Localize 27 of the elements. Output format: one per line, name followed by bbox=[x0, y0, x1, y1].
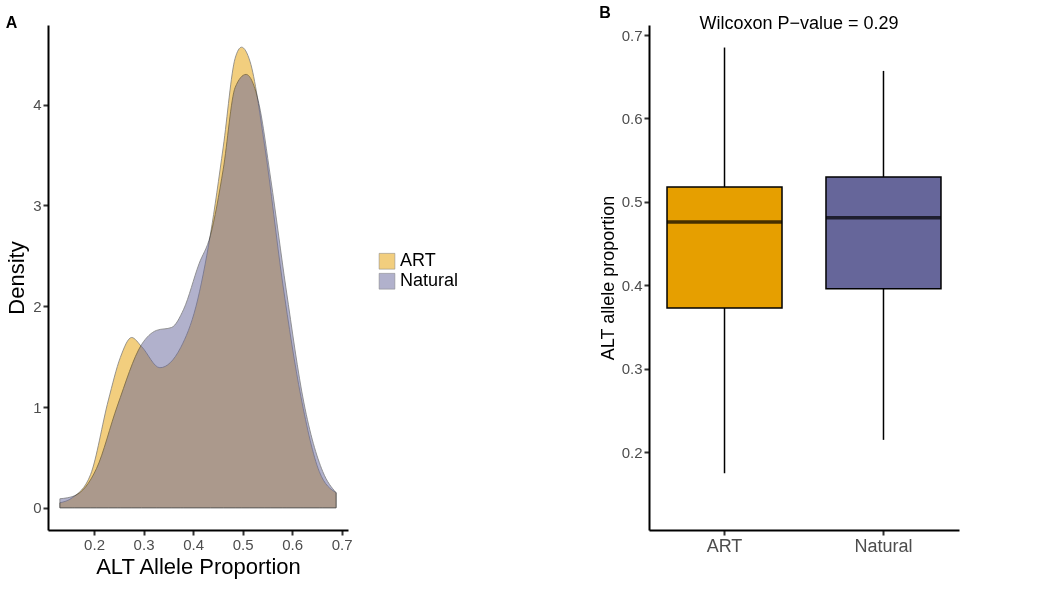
legend-label: Natural bbox=[400, 270, 459, 291]
x-axis-title: ALT Allele Proportion bbox=[96, 553, 301, 579]
chart-title: B bbox=[599, 4, 611, 21]
y-tick-label: 4 bbox=[33, 96, 42, 114]
y-tick-label: 1 bbox=[33, 398, 42, 416]
y-tick-label: 2 bbox=[33, 297, 42, 315]
y-tick-label: 0.7 bbox=[621, 26, 643, 44]
y-tick-label: 0.5 bbox=[621, 193, 643, 211]
y-tick-label: 3 bbox=[33, 196, 42, 214]
legend-label: ART bbox=[400, 250, 436, 271]
x-tick-label: Natural bbox=[854, 535, 913, 556]
x-tick-label: 0.6 bbox=[282, 535, 303, 553]
y-tick-label: 0 bbox=[33, 499, 42, 517]
y-tick-label: 0.3 bbox=[621, 360, 643, 378]
x-tick-label: 0.4 bbox=[183, 535, 204, 553]
y-tick-label: 0.2 bbox=[621, 443, 643, 461]
x-tick-label: 0.7 bbox=[331, 535, 353, 553]
y-tick-label: 0.4 bbox=[621, 276, 643, 294]
x-tick-label: 0.2 bbox=[84, 535, 105, 553]
chart-title: A bbox=[5, 14, 18, 31]
annotation: Wilcoxon P−value = 0.29 bbox=[699, 13, 899, 33]
y-axis-title: Density bbox=[4, 241, 30, 315]
y-tick-label: 0.6 bbox=[621, 109, 643, 127]
y-axis-title: ALT allele proportion bbox=[597, 195, 618, 361]
x-tick-label: 0.5 bbox=[232, 535, 254, 553]
x-tick-label: 0.3 bbox=[133, 535, 155, 553]
x-tick-label: ART bbox=[706, 535, 743, 556]
